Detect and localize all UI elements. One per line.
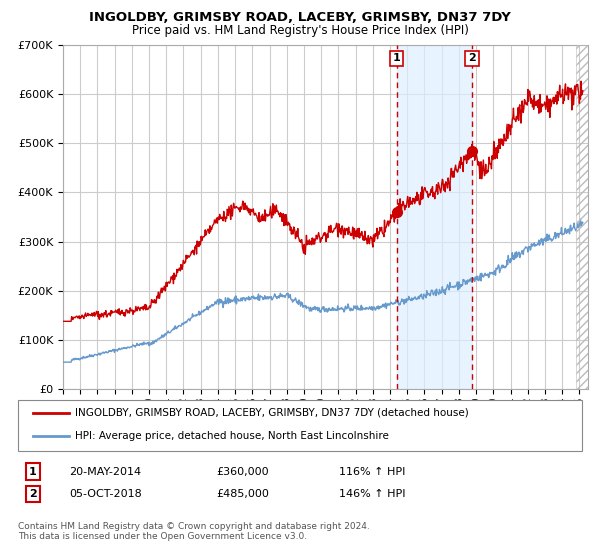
Text: INGOLDBY, GRIMSBY ROAD, LACEBY, GRIMSBY, DN37 7DY (detached house): INGOLDBY, GRIMSBY ROAD, LACEBY, GRIMSBY,… <box>75 408 469 418</box>
Text: 2: 2 <box>468 53 476 63</box>
Text: HPI: Average price, detached house, North East Lincolnshire: HPI: Average price, detached house, Nort… <box>75 431 389 441</box>
Text: £360,000: £360,000 <box>216 466 269 477</box>
Text: 146% ↑ HPI: 146% ↑ HPI <box>339 489 406 499</box>
Bar <box>397 45 472 389</box>
Text: 1: 1 <box>29 466 37 477</box>
Text: Price paid vs. HM Land Registry's House Price Index (HPI): Price paid vs. HM Land Registry's House … <box>131 24 469 36</box>
Text: INGOLDBY, GRIMSBY ROAD, LACEBY, GRIMSBY, DN37 7DY: INGOLDBY, GRIMSBY ROAD, LACEBY, GRIMSBY,… <box>89 11 511 24</box>
Text: 1: 1 <box>393 53 400 63</box>
Text: Contains HM Land Registry data © Crown copyright and database right 2024.
This d: Contains HM Land Registry data © Crown c… <box>18 522 370 542</box>
Text: 05-OCT-2018: 05-OCT-2018 <box>69 489 142 499</box>
Text: 20-MAY-2014: 20-MAY-2014 <box>69 466 141 477</box>
Text: 116% ↑ HPI: 116% ↑ HPI <box>339 466 406 477</box>
Text: £485,000: £485,000 <box>216 489 269 499</box>
Text: 2: 2 <box>29 489 37 499</box>
